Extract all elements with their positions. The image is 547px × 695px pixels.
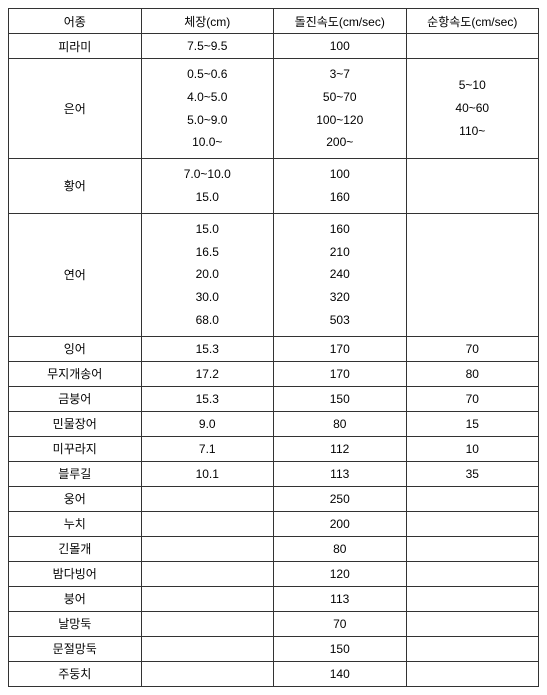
cell-burst: 250 [274, 486, 407, 511]
cell-length [141, 486, 274, 511]
table-row: 황어7.0~10.015.0100160 [9, 159, 539, 214]
cell-species: 미꾸라지 [9, 436, 142, 461]
cell-species: 민물장어 [9, 411, 142, 436]
cell-cruise [406, 536, 539, 561]
table-header-row: 어종 체장(cm) 돌진속도(cm/sec) 순항속도(cm/sec) [9, 9, 539, 34]
cell-burst: 120 [274, 561, 407, 586]
cell-species: 은어 [9, 59, 142, 159]
cell-cruise [406, 636, 539, 661]
cell-cruise [406, 661, 539, 686]
cell-species: 긴몰개 [9, 536, 142, 561]
cell-cruise: 35 [406, 461, 539, 486]
cell-length: 15.3 [141, 386, 274, 411]
cell-length [141, 636, 274, 661]
cell-cruise: 5~1040~60110~ [406, 59, 539, 159]
table-row: 무지개송어17.217080 [9, 361, 539, 386]
cell-cruise [406, 511, 539, 536]
col-burst: 돌진속도(cm/sec) [274, 9, 407, 34]
cell-burst: 170 [274, 361, 407, 386]
table-row: 미꾸라지7.111210 [9, 436, 539, 461]
cell-burst: 70 [274, 611, 407, 636]
table-row: 문절망둑 150 [9, 636, 539, 661]
cell-species: 황어 [9, 159, 142, 214]
table-body: 피라미7.5~9.5100은어0.5~0.64.0~5.05.0~9.010.0… [9, 34, 539, 687]
cell-species: 주둥치 [9, 661, 142, 686]
cell-length [141, 511, 274, 536]
cell-burst: 3~750~70100~120200~ [274, 59, 407, 159]
table-row: 날망둑 70 [9, 611, 539, 636]
cell-species: 잉어 [9, 336, 142, 361]
table-row: 긴몰개 80 [9, 536, 539, 561]
table-row: 누치 200 [9, 511, 539, 536]
cell-species: 블루길 [9, 461, 142, 486]
table-row: 은어0.5~0.64.0~5.05.0~9.010.0~3~750~70100~… [9, 59, 539, 159]
table-row: 블루길10.111335 [9, 461, 539, 486]
cell-cruise [406, 34, 539, 59]
cell-cruise [406, 561, 539, 586]
cell-species: 문절망둑 [9, 636, 142, 661]
cell-length: 0.5~0.64.0~5.05.0~9.010.0~ [141, 59, 274, 159]
cell-species: 금붕어 [9, 386, 142, 411]
cell-species: 밤다빙어 [9, 561, 142, 586]
cell-species: 피라미 [9, 34, 142, 59]
cell-burst: 80 [274, 536, 407, 561]
cell-length: 7.0~10.015.0 [141, 159, 274, 214]
cell-length: 10.1 [141, 461, 274, 486]
cell-burst: 100160 [274, 159, 407, 214]
cell-length [141, 536, 274, 561]
cell-length [141, 586, 274, 611]
cell-burst: 150 [274, 636, 407, 661]
cell-length: 7.5~9.5 [141, 34, 274, 59]
cell-length: 15.3 [141, 336, 274, 361]
cell-species: 날망둑 [9, 611, 142, 636]
cell-length [141, 561, 274, 586]
cell-cruise: 70 [406, 386, 539, 411]
table-row: 피라미7.5~9.5100 [9, 34, 539, 59]
cell-species: 웅어 [9, 486, 142, 511]
cell-length [141, 661, 274, 686]
cell-species: 무지개송어 [9, 361, 142, 386]
cell-burst: 160210240320503 [274, 213, 407, 336]
table-row: 잉어15.317070 [9, 336, 539, 361]
table-row: 붕어 113 [9, 586, 539, 611]
cell-burst: 170 [274, 336, 407, 361]
cell-burst: 150 [274, 386, 407, 411]
col-species: 어종 [9, 9, 142, 34]
table-row: 민물장어9.08015 [9, 411, 539, 436]
table-row: 금붕어15.315070 [9, 386, 539, 411]
col-cruise: 순항속도(cm/sec) [406, 9, 539, 34]
cell-burst: 200 [274, 511, 407, 536]
cell-species: 연어 [9, 213, 142, 336]
cell-species: 붕어 [9, 586, 142, 611]
cell-length [141, 611, 274, 636]
fish-speed-table: 어종 체장(cm) 돌진속도(cm/sec) 순항속도(cm/sec) 피라미7… [8, 8, 539, 687]
cell-cruise: 10 [406, 436, 539, 461]
cell-cruise [406, 213, 539, 336]
cell-cruise [406, 611, 539, 636]
cell-species: 누치 [9, 511, 142, 536]
table-row: 연어15.016.520.030.068.0160210240320503 [9, 213, 539, 336]
cell-cruise [406, 159, 539, 214]
cell-cruise [406, 486, 539, 511]
cell-cruise [406, 586, 539, 611]
cell-burst: 80 [274, 411, 407, 436]
cell-cruise: 15 [406, 411, 539, 436]
cell-burst: 112 [274, 436, 407, 461]
cell-burst: 140 [274, 661, 407, 686]
col-length: 체장(cm) [141, 9, 274, 34]
cell-length: 7.1 [141, 436, 274, 461]
table-row: 주둥치 140 [9, 661, 539, 686]
cell-burst: 113 [274, 586, 407, 611]
table-row: 웅어 250 [9, 486, 539, 511]
cell-burst: 100 [274, 34, 407, 59]
cell-burst: 113 [274, 461, 407, 486]
table-row: 밤다빙어 120 [9, 561, 539, 586]
cell-length: 15.016.520.030.068.0 [141, 213, 274, 336]
cell-length: 9.0 [141, 411, 274, 436]
cell-length: 17.2 [141, 361, 274, 386]
cell-cruise: 80 [406, 361, 539, 386]
cell-cruise: 70 [406, 336, 539, 361]
